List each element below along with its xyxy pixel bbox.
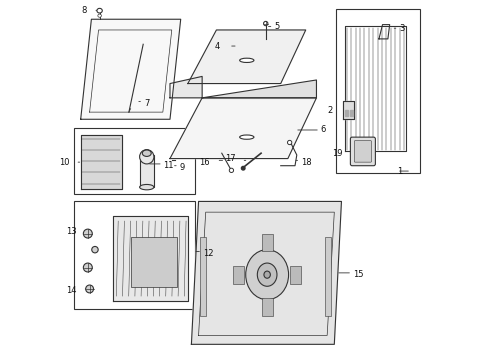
- Text: 16: 16: [199, 158, 210, 167]
- Text: 15: 15: [353, 270, 364, 279]
- Polygon shape: [202, 80, 317, 98]
- Ellipse shape: [257, 263, 277, 286]
- Text: 1: 1: [397, 167, 403, 176]
- Ellipse shape: [264, 21, 268, 26]
- Bar: [233, 266, 244, 284]
- Text: 10: 10: [59, 158, 70, 167]
- Ellipse shape: [288, 140, 292, 145]
- Text: 3: 3: [399, 24, 405, 33]
- Ellipse shape: [245, 249, 289, 300]
- Polygon shape: [81, 19, 181, 119]
- Ellipse shape: [140, 184, 154, 190]
- Ellipse shape: [92, 247, 98, 253]
- Bar: [350, 111, 353, 116]
- Text: 11: 11: [164, 161, 174, 170]
- Ellipse shape: [142, 150, 151, 157]
- Ellipse shape: [140, 150, 154, 164]
- Text: 6: 6: [321, 126, 326, 135]
- Bar: [336, 9, 420, 173]
- Text: 2: 2: [327, 106, 333, 115]
- Text: 5: 5: [274, 22, 279, 31]
- Polygon shape: [81, 135, 122, 189]
- Polygon shape: [170, 76, 202, 98]
- Ellipse shape: [242, 166, 245, 170]
- Polygon shape: [113, 216, 188, 301]
- Bar: [291, 266, 301, 284]
- Text: 17: 17: [225, 154, 236, 163]
- Bar: [131, 237, 177, 287]
- Bar: [200, 237, 206, 316]
- Bar: [344, 111, 348, 116]
- Ellipse shape: [229, 168, 234, 172]
- Polygon shape: [192, 202, 342, 344]
- Text: 7: 7: [144, 99, 149, 108]
- Text: 8: 8: [82, 6, 87, 15]
- Text: 14: 14: [66, 286, 76, 295]
- Ellipse shape: [86, 285, 94, 293]
- Text: 18: 18: [301, 158, 312, 167]
- Bar: [140, 155, 154, 187]
- Text: 13: 13: [66, 227, 76, 236]
- Bar: [325, 237, 331, 316]
- Polygon shape: [345, 26, 406, 152]
- Ellipse shape: [240, 135, 254, 139]
- FancyBboxPatch shape: [350, 137, 375, 166]
- Ellipse shape: [98, 14, 101, 17]
- Ellipse shape: [83, 263, 92, 272]
- Polygon shape: [188, 30, 306, 84]
- Text: 9: 9: [180, 163, 185, 172]
- FancyBboxPatch shape: [354, 141, 371, 162]
- Ellipse shape: [97, 8, 102, 13]
- Ellipse shape: [264, 271, 270, 278]
- Text: 4: 4: [215, 41, 220, 50]
- Ellipse shape: [83, 229, 92, 238]
- Bar: [262, 234, 272, 251]
- Polygon shape: [170, 98, 317, 158]
- Bar: [74, 128, 195, 194]
- Text: 19: 19: [332, 149, 342, 158]
- Polygon shape: [343, 102, 354, 119]
- Bar: [74, 202, 195, 309]
- Text: 12: 12: [203, 249, 213, 258]
- Bar: [262, 298, 272, 316]
- Ellipse shape: [240, 58, 254, 63]
